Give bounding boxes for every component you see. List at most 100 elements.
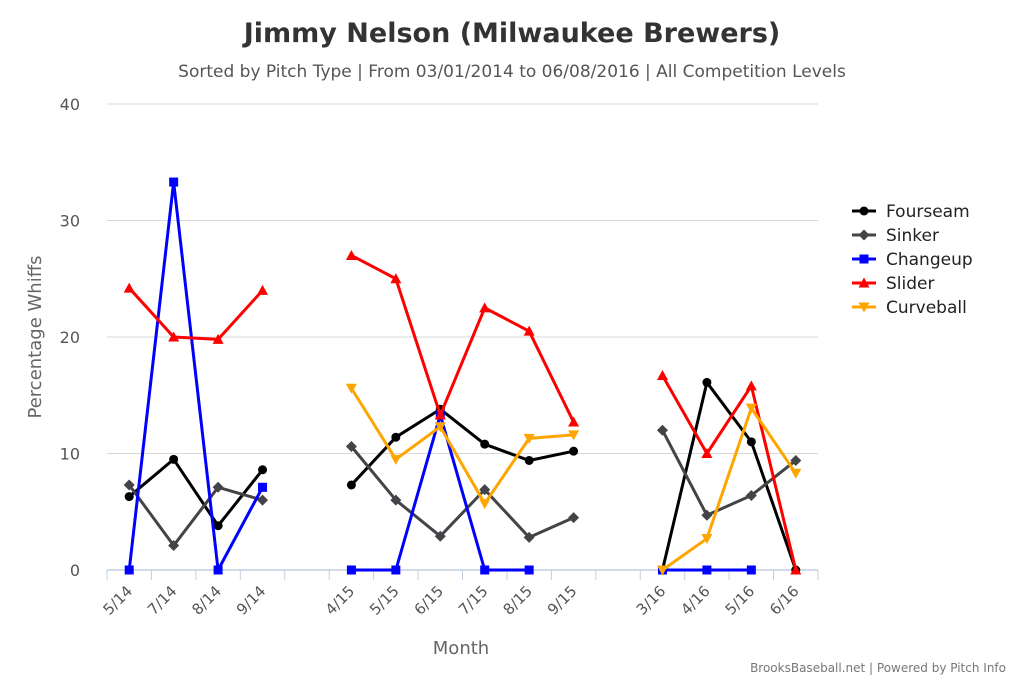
fourseam-point <box>124 492 134 502</box>
y-tick-label: 10 <box>60 445 80 464</box>
legend-item-slider: Slider <box>852 274 934 294</box>
legend-item-curveball: Curveball <box>852 298 967 318</box>
x-tick-label: 4/16 <box>677 582 714 619</box>
sinker-point <box>345 441 357 453</box>
legend: Fourseam Sinker Changeup Slider Curveball <box>852 202 973 318</box>
slider-point <box>434 409 446 420</box>
legend-label: Slider <box>886 274 934 294</box>
sinker-point <box>790 454 802 466</box>
fourseam-point <box>346 480 356 490</box>
fourseam-line <box>350 407 574 486</box>
changeup-point <box>258 482 268 492</box>
fourseam-point <box>213 521 223 531</box>
fourseam-point <box>391 432 401 442</box>
legend-marker <box>858 229 870 241</box>
changeup-point <box>213 565 223 575</box>
y-tick-label: 20 <box>60 328 80 347</box>
y-tick-label: 40 <box>60 95 80 114</box>
slider-point <box>701 448 713 458</box>
changeup-point <box>391 565 401 575</box>
curveball-line <box>661 406 798 572</box>
sinker-point <box>656 424 668 436</box>
fourseam-point <box>746 437 756 447</box>
changeup-line <box>127 180 264 572</box>
curveball-series <box>345 383 802 576</box>
slider-point <box>745 380 757 391</box>
sinker-point <box>390 494 402 506</box>
changeup-point <box>124 565 134 575</box>
sinker-point <box>523 531 535 543</box>
slider-point <box>479 302 491 313</box>
slider-point <box>523 325 535 336</box>
x-tick-label: 6/16 <box>766 582 803 619</box>
credits: BrooksBaseball.net | Powered by Pitch In… <box>750 661 1006 675</box>
y-axis-label: Percentage Whiffs <box>25 256 46 419</box>
chart-subtitle: Sorted by Pitch Type | From 03/01/2014 t… <box>178 62 846 82</box>
curveball-point <box>434 422 446 433</box>
x-tick-label: 9/14 <box>233 582 270 619</box>
x-tick-label: 7/15 <box>455 582 492 619</box>
changeup-point <box>169 177 179 187</box>
legend-label: Fourseam <box>886 202 970 222</box>
curveball-line <box>350 387 574 506</box>
slider-point <box>345 249 357 260</box>
slider-point <box>568 416 580 427</box>
x-tick-label: 5/15 <box>366 582 403 619</box>
curveball-point <box>479 499 491 510</box>
fourseam-point <box>702 377 712 387</box>
legend-marker <box>859 206 869 216</box>
fourseam-point <box>169 454 179 464</box>
fourseam-point <box>524 455 534 465</box>
sinker-point <box>123 479 135 491</box>
curveball-point <box>390 454 402 465</box>
curveball-point <box>790 468 802 479</box>
legend-label: Sinker <box>886 226 939 246</box>
series-layer <box>123 177 802 576</box>
legend-marker <box>858 277 870 288</box>
x-axis-label: Month <box>433 638 489 659</box>
fourseam-point <box>569 446 579 456</box>
sinker-line <box>128 484 263 548</box>
legend-label: Curveball <box>886 298 967 318</box>
slider-series <box>123 249 802 575</box>
slider-line <box>128 287 264 341</box>
changeup-point <box>746 565 756 575</box>
y-axis-ticks: 0 10 20 30 40 <box>60 95 80 580</box>
sinker-point <box>212 481 224 493</box>
sinker-point <box>168 540 180 552</box>
curveball-point <box>523 433 535 444</box>
legend-item-changeup: Changeup <box>852 250 973 270</box>
x-tick-label: 5/16 <box>722 582 759 619</box>
slider-line <box>661 374 798 571</box>
slider-line <box>350 254 575 423</box>
slider-point <box>656 369 668 380</box>
changeup-point <box>346 565 356 575</box>
sinker-point <box>434 530 446 542</box>
curveball-point <box>345 383 357 394</box>
sinker-point <box>479 484 491 496</box>
x-tick-label: 5/14 <box>99 582 136 619</box>
grid-lines <box>107 103 818 571</box>
fourseam-point <box>258 465 268 475</box>
y-tick-label: 30 <box>60 212 80 231</box>
sinker-line <box>350 445 575 539</box>
x-axis: 5/14 7/14 8/14 9/14 4/15 5/15 6/15 7/15 8/15 9/15… <box>99 569 819 619</box>
sinker-point <box>568 512 580 524</box>
fourseam-line <box>128 457 264 528</box>
legend-item-sinker: Sinker <box>852 226 939 246</box>
x-tick-label: 7/14 <box>144 582 181 619</box>
x-tick-label: 6/15 <box>411 582 448 619</box>
x-tick-label: 9/15 <box>544 582 581 619</box>
curveball-point <box>568 430 580 441</box>
chart-title: Jimmy Nelson (Milwaukee Brewers) <box>242 18 781 49</box>
changeup-point <box>524 565 534 575</box>
legend-marker <box>859 254 869 264</box>
slider-point <box>168 331 180 342</box>
slider-point <box>390 273 402 284</box>
legend-item-fourseam: Fourseam <box>852 202 970 222</box>
fourseam-point <box>480 439 490 449</box>
sinker-point <box>745 489 757 501</box>
changeup-line <box>351 413 530 572</box>
curveball-point <box>745 403 757 414</box>
